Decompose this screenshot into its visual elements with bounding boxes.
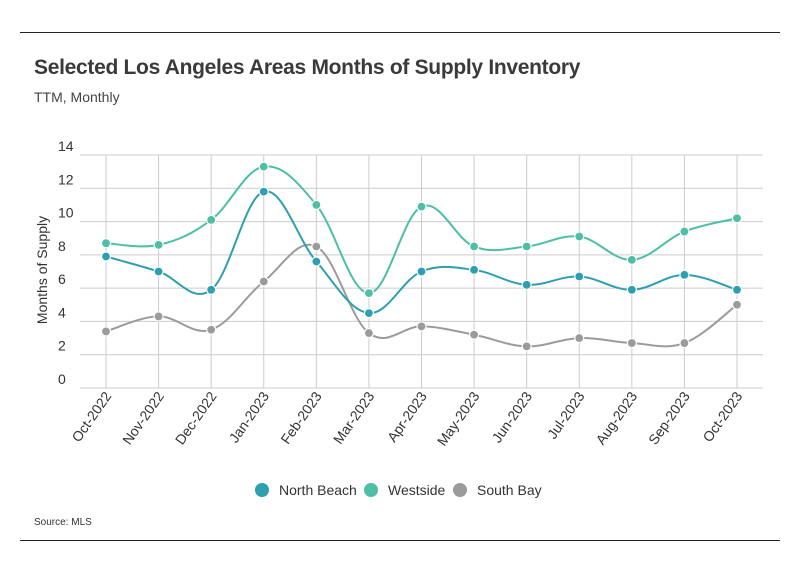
data-point xyxy=(574,332,585,344)
y-axis-title: Months of Supply xyxy=(34,216,50,324)
data-point xyxy=(521,241,532,252)
chart-title: Selected Los Angeles Areas Months of Sup… xyxy=(34,56,581,79)
data-point xyxy=(731,213,743,224)
legend-label: South Bay xyxy=(477,482,542,498)
data-point xyxy=(363,327,375,339)
x-tick-label: Jul-2023 xyxy=(544,388,588,441)
data-point xyxy=(153,239,164,250)
x-tick-label: May-2023 xyxy=(434,388,483,448)
y-tick-labels: 0 2 4 6 8 10 12 14 xyxy=(58,138,74,387)
source-note: Source: MLS xyxy=(34,517,92,528)
data-point xyxy=(311,241,322,252)
data-point xyxy=(153,266,164,277)
y-tick-label: 12 xyxy=(58,171,74,187)
data-point xyxy=(311,199,322,211)
y-tick-label: 2 xyxy=(58,338,66,354)
y-tick-label: 10 xyxy=(58,205,74,221)
x-tick-label: Mar-2023 xyxy=(330,388,378,446)
legend-label: Westside xyxy=(388,482,446,498)
data-point xyxy=(626,337,637,349)
data-point xyxy=(521,341,532,352)
data-point xyxy=(153,311,164,322)
data-point xyxy=(626,284,637,295)
data-point xyxy=(574,231,585,242)
x-tick-label: Sep-2023 xyxy=(645,388,693,447)
bottom-rule xyxy=(20,540,780,541)
data-point xyxy=(311,256,322,267)
data-point xyxy=(416,266,427,277)
data-point xyxy=(100,251,112,262)
x-tick-label: Feb-2023 xyxy=(277,388,325,446)
x-tick-label: Apr-2023 xyxy=(384,388,430,445)
data-point xyxy=(206,284,217,295)
data-point xyxy=(679,337,690,349)
series-points xyxy=(100,161,743,352)
x-tick-labels: Oct-2022 Nov-2022 Dec-2022 Jan-2023 Feb-2023… xyxy=(68,388,745,448)
legend-marker xyxy=(364,483,378,497)
data-point xyxy=(521,279,532,290)
legend-marker xyxy=(255,483,269,497)
x-tick-label: Oct-2022 xyxy=(68,388,114,445)
y-tick-label: 8 xyxy=(58,238,66,254)
y-tick-label: 6 xyxy=(58,271,66,287)
y-tick-label: 14 xyxy=(58,138,74,154)
x-tick-label: Aug-2023 xyxy=(592,388,640,447)
legend-marker xyxy=(453,483,467,497)
data-point xyxy=(731,284,743,295)
data-point xyxy=(679,269,690,280)
data-point xyxy=(574,271,585,282)
y-tick-label: 4 xyxy=(58,304,66,320)
data-point xyxy=(206,214,217,226)
data-point xyxy=(731,299,743,310)
data-point xyxy=(258,276,269,287)
data-point xyxy=(258,186,269,197)
data-point xyxy=(416,201,427,212)
data-point xyxy=(468,241,480,252)
top-rule xyxy=(20,32,780,33)
chart-subtitle: TTM, Monthly xyxy=(34,89,120,105)
data-point xyxy=(363,288,375,299)
data-point xyxy=(206,324,217,335)
x-tick-label: Jun-2023 xyxy=(489,388,536,445)
x-tick-label: Jan-2023 xyxy=(226,388,273,445)
data-point xyxy=(468,264,480,275)
data-point xyxy=(679,226,690,237)
legend-label: North Beach xyxy=(279,482,357,498)
x-tick-label: Nov-2022 xyxy=(119,388,167,447)
grid xyxy=(80,154,763,389)
data-point xyxy=(468,329,480,340)
x-tick-label: Oct-2023 xyxy=(699,388,745,445)
data-point xyxy=(258,161,269,172)
data-point xyxy=(100,238,112,249)
data-point xyxy=(626,254,637,265)
x-tick-label: Dec-2022 xyxy=(172,388,220,447)
legend: North Beach Westside South Bay xyxy=(255,482,542,498)
data-point xyxy=(363,308,375,319)
y-tick-label: 0 xyxy=(58,371,66,387)
data-point xyxy=(416,321,427,332)
data-point xyxy=(100,326,112,337)
